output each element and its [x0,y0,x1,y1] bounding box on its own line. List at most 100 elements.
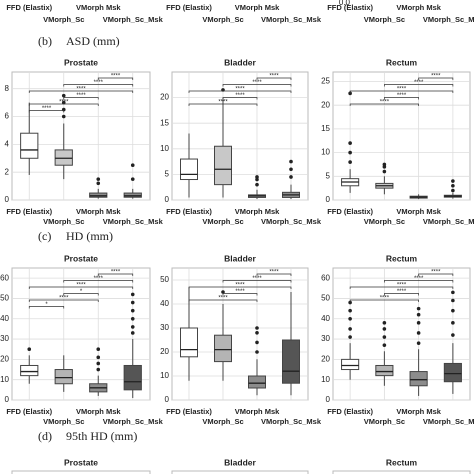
outlier [96,355,101,360]
significance-label: * [80,289,83,295]
outlier [255,331,259,335]
box [282,339,300,384]
outlier [61,93,66,98]
x-tick-label: VMorph Msk [235,207,280,216]
outlier [348,141,352,145]
y-tick-label: 10 [160,144,169,153]
x-tick-label: VMorph_Sc [202,417,243,426]
significance-label: **** [94,276,104,282]
outlier [451,321,455,325]
y-tick-label: 0 [165,195,170,204]
box [341,358,360,371]
significance-label: **** [252,80,262,86]
outlier [96,361,101,366]
significance-label: **** [269,270,279,276]
outlier [451,188,455,193]
y-tick-label: 10 [321,375,330,384]
significance-bracket [188,103,258,106]
significance-label: **** [111,74,121,80]
outlier [382,327,387,331]
significance-bracket [384,84,454,87]
y-tick-label: 30 [0,334,9,343]
x-tick-label: VMorph_Sc_Msk [103,417,164,426]
box [123,364,142,391]
x-tick-label: VMorph Msk [235,407,280,416]
significance-label: **** [414,80,424,86]
chart-title: Bladder [224,457,256,467]
significance-bracket [63,280,134,283]
panel-label: (b) [38,34,52,48]
x-tick-label: VMorph Msk [396,407,441,416]
x-tick-label: VMorph_Sc_Msk [423,217,474,226]
significance-bracket [97,273,134,276]
y-tick-label: 2 [5,167,10,176]
significance-bracket [256,273,292,276]
outlier [348,160,352,164]
x-tick-label: FFD (Elastix) [327,207,373,216]
x-tick-label: VMorph_Sc_Msk [261,417,322,426]
y-tick-label: 10 [160,371,169,380]
significance-bracket [28,90,134,93]
outlier [416,312,421,317]
significance-label: **** [235,283,245,289]
y-tick-label: 30 [321,334,330,343]
significance-label: **** [59,296,69,302]
x-tick-label: VMorph_Sc [43,217,84,226]
y-tick-label: 0 [326,395,331,404]
significance-label: **** [42,106,52,112]
panel-title: ASD (mm) [66,34,120,48]
significance-bracket [28,110,65,113]
outlier [416,341,421,345]
x-tick-label: VMorph_Sc [364,217,405,226]
outlier [130,316,135,321]
outlier [96,181,101,186]
outlier [382,162,387,167]
significance-label: **** [76,87,86,93]
y-tick-label: 40 [0,314,9,323]
x-tick-label: FFD (Elastix) [327,407,373,416]
x-tick-label: FFD (Elastix) [6,3,52,12]
significance-bracket [256,77,292,80]
x-tick-label: VMorph_Sc_Msk [103,15,164,24]
significance-bracket [28,306,65,309]
significance-bracket [188,286,292,289]
x-tick-label: VMorph_Sc_Msk [423,417,474,426]
outlier [348,316,352,321]
y-tick-label: 60 [321,273,330,282]
chart-title: Rectum [386,253,418,263]
y-tick-label: 20 [0,354,9,363]
panel-label: (d) [38,429,52,443]
chart-title: Bladder [224,253,256,263]
outlier [451,183,455,188]
chart-title: Prostate [64,57,98,67]
outlier [348,327,352,331]
outlier [221,290,225,294]
outlier [451,298,455,303]
outlier [130,300,135,305]
significance-bracket [222,293,258,296]
x-tick-label: VMorph_Sc [364,15,405,24]
significance-bracket [349,286,454,289]
x-tick-label: VMorph_Sc_Msk [103,217,164,226]
x-tick-label: VMorph Msk [76,407,121,416]
x-tick-label: VMorph_Sc [364,417,405,426]
significance-bracket [418,77,454,80]
y-tick-label: 40 [321,314,330,323]
x-tick-label: VMorph Msk [76,207,121,216]
outlier [130,163,135,168]
y-tick-label: 0.0 [339,0,351,7]
box [54,149,73,166]
outlier [255,350,259,354]
significance-bracket [188,299,258,302]
x-tick-label: FFD (Elastix) [166,407,212,416]
outlier [27,347,32,352]
y-tick-label: 4 [5,139,10,148]
significance-bracket [63,84,134,87]
x-tick-label: VMorph_Sc_Msk [261,15,322,24]
chart-title: Rectum [386,457,418,467]
y-tick-label: 60 [0,273,9,282]
significance-label: **** [397,93,407,99]
outlier [348,335,352,339]
significance-bracket [349,90,454,93]
y-tick-label: 0 [5,195,10,204]
